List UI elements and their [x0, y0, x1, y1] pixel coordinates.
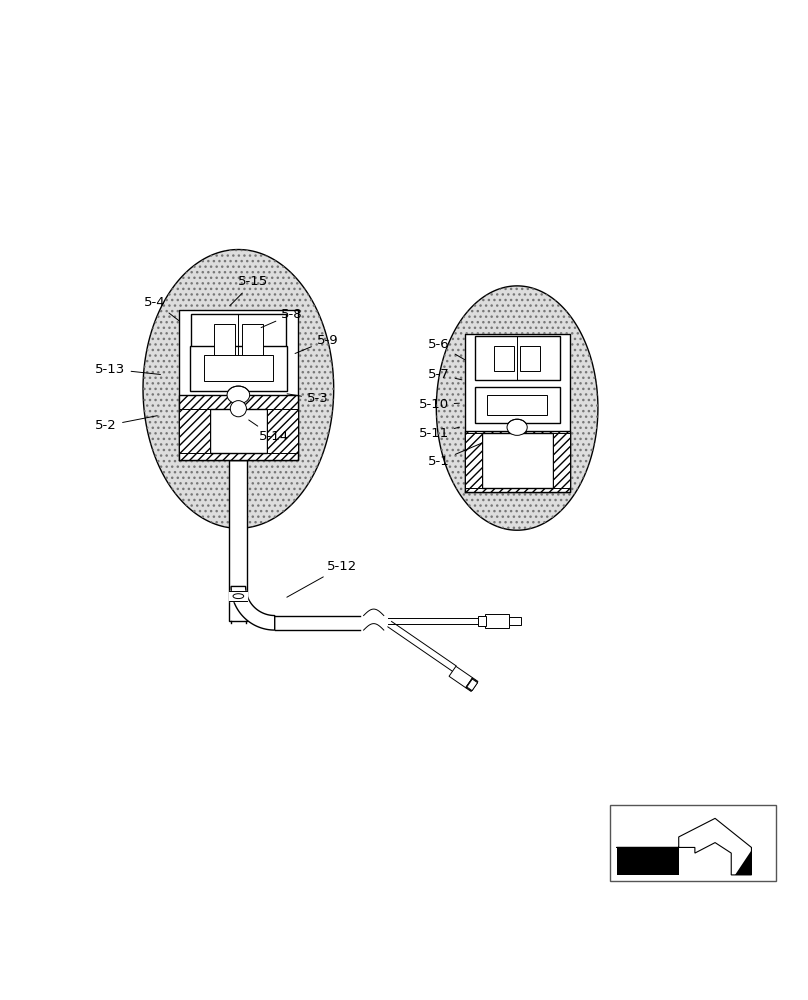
Polygon shape — [436, 286, 598, 530]
Bar — [465, 433, 482, 488]
Polygon shape — [617, 818, 751, 875]
Polygon shape — [143, 250, 334, 528]
Ellipse shape — [233, 594, 244, 599]
Text: 5-10: 5-10 — [419, 398, 460, 411]
Bar — [475, 387, 560, 423]
Bar — [485, 614, 509, 628]
Bar — [191, 314, 286, 364]
Bar — [486, 395, 548, 415]
Bar — [467, 679, 478, 691]
Ellipse shape — [227, 386, 250, 404]
Bar — [520, 346, 540, 371]
Text: 5-11: 5-11 — [419, 427, 460, 440]
Bar — [553, 433, 570, 488]
Bar — [610, 805, 776, 881]
Polygon shape — [617, 847, 679, 875]
Text: 5-13: 5-13 — [95, 363, 161, 376]
Bar — [475, 336, 560, 380]
Polygon shape — [465, 334, 570, 492]
Bar — [465, 431, 570, 492]
Bar — [509, 617, 521, 625]
Text: 5-2: 5-2 — [95, 416, 158, 432]
Text: 5-12: 5-12 — [287, 560, 357, 597]
Bar — [179, 395, 298, 460]
Bar — [204, 355, 273, 381]
Polygon shape — [436, 286, 598, 530]
Polygon shape — [275, 616, 360, 630]
Bar — [242, 324, 263, 355]
Bar — [482, 433, 553, 488]
Ellipse shape — [507, 419, 528, 435]
Polygon shape — [231, 586, 275, 630]
Text: 5-3: 5-3 — [287, 392, 329, 406]
Text: 5-1: 5-1 — [428, 443, 482, 468]
Bar — [179, 409, 210, 453]
Bar — [210, 409, 267, 453]
Bar — [229, 460, 247, 621]
Bar — [449, 666, 473, 688]
Polygon shape — [231, 621, 246, 623]
Bar — [478, 616, 486, 626]
Text: 5-15: 5-15 — [229, 275, 268, 306]
Bar — [466, 678, 478, 691]
Bar — [267, 409, 298, 453]
Polygon shape — [229, 591, 247, 601]
Text: 5-4: 5-4 — [144, 296, 179, 321]
Bar — [494, 346, 514, 371]
Circle shape — [230, 401, 246, 417]
Polygon shape — [735, 851, 751, 875]
Bar — [465, 678, 478, 691]
Text: 5-9: 5-9 — [295, 334, 339, 353]
Text: 5-7: 5-7 — [428, 368, 462, 381]
Polygon shape — [179, 310, 298, 460]
Text: 5-14: 5-14 — [249, 420, 288, 443]
Text: 5-8: 5-8 — [261, 308, 303, 328]
Polygon shape — [143, 250, 334, 528]
Bar — [214, 324, 235, 355]
Bar — [190, 346, 287, 391]
Text: 5-6: 5-6 — [428, 338, 465, 360]
